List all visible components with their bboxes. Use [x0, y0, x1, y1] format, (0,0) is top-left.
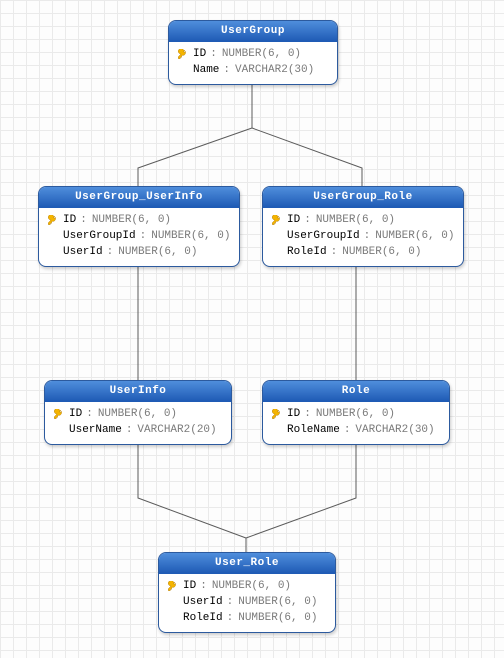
field-name: UserId	[183, 595, 223, 609]
field-name: ID	[183, 579, 196, 593]
field-type: NUMBER(6, 0)	[238, 595, 317, 609]
field-type: NUMBER(6, 0)	[151, 229, 230, 243]
field-row[interactable]: ID: NUMBER(6, 0)	[45, 212, 233, 228]
entity-body: ID: NUMBER(6, 0)Name: VARCHAR2(30)	[169, 42, 337, 84]
field-name: UserGroupId	[63, 229, 136, 243]
entity-body: ID: NUMBER(6, 0) RoleName: VARCHAR2(30)	[263, 402, 449, 444]
field-colon: :	[210, 47, 217, 61]
field-colon: :	[107, 245, 114, 259]
field-row[interactable]: RoleId: NUMBER(6, 0)	[269, 244, 457, 260]
field-type: VARCHAR2(20)	[137, 423, 216, 437]
entity-header[interactable]: User_Role	[159, 553, 335, 574]
field-type: NUMBER(6, 0)	[212, 579, 291, 593]
entity-UserGroup_UserInfo[interactable]: UserGroup_UserInfoID:NUMBER(6, 0)UserGro…	[38, 186, 240, 267]
entity-Role[interactable]: Role ID: NUMBER(6, 0) RoleName: VARCHAR2(30)	[262, 380, 450, 445]
field-colon: :	[86, 407, 93, 421]
field-row[interactable]: ID: NUMBER(6, 0)	[175, 46, 331, 62]
field-name: ID	[193, 47, 206, 61]
field-name: UserName	[69, 423, 122, 437]
field-row[interactable]: UserGroupId: NUMBER(6, 0)	[45, 228, 233, 244]
field-row[interactable]: UserId: NUMBER(6, 0)	[45, 244, 233, 260]
entity-header[interactable]: UserGroup_UserInfo	[39, 187, 239, 208]
field-type: NUMBER(6, 0)	[316, 407, 395, 421]
field-name: RoleName	[287, 423, 340, 437]
field-name: ID	[69, 407, 82, 421]
field-colon: :	[227, 595, 234, 609]
field-row[interactable]: RoleId: NUMBER(6, 0)	[165, 610, 329, 626]
edge-UserInfo-User_Role	[138, 438, 246, 552]
field-row[interactable]: ID: NUMBER(6, 0)	[165, 578, 329, 594]
edge-UserGroup-UserGroup_Role	[252, 78, 362, 186]
field-colon: :	[80, 213, 87, 227]
field-colon: :	[140, 229, 147, 243]
field-row[interactable]: UserGroupId: NUMBER(6, 0)	[269, 228, 457, 244]
field-name: ID	[287, 213, 300, 227]
field-row[interactable]: ID: NUMBER(6, 0)	[51, 406, 225, 422]
field-colon: :	[304, 407, 311, 421]
field-name: Name	[193, 63, 219, 77]
field-name: UserId	[63, 245, 103, 259]
entity-body: ID:NUMBER(6, 0)UserGroupId:NUMBER(6, 0)U…	[39, 208, 239, 266]
field-row[interactable]: UserId: NUMBER(6, 0)	[165, 594, 329, 610]
entity-UserGroup[interactable]: UserGroup ID: NUMBER(6, 0)Name: VARCHAR2(30…	[168, 20, 338, 85]
field-name: ID	[287, 407, 300, 421]
field-type: NUMBER(6, 0)	[92, 213, 171, 227]
edge-UserGroup-UserGroup_UserInfo	[138, 78, 252, 186]
entity-UserInfo[interactable]: UserInfo ID: NUMBER(6, 0) UserName: VARCHAR2…	[44, 380, 232, 445]
field-type: NUMBER(6, 0)	[238, 611, 317, 625]
primary-key-icon	[175, 49, 189, 60]
entity-UserGroup_Role[interactable]: UserGroup_RoleID:NUMBER(6, 0)UserGroupId…	[262, 186, 464, 267]
field-colon: :	[227, 611, 234, 625]
field-colon: :	[304, 213, 311, 227]
entity-body: ID:NUMBER(6, 0)UserGroupId:NUMBER(6, 0)R…	[263, 208, 463, 266]
primary-key-icon	[269, 215, 283, 226]
entity-header[interactable]: UserGroup_Role	[263, 187, 463, 208]
field-type: VARCHAR2(30)	[355, 423, 434, 437]
field-row[interactable]: ID: NUMBER(6, 0)	[269, 212, 457, 228]
field-name: ID	[63, 213, 76, 227]
entity-body: ID:NUMBER(6, 0)UserId:NUMBER(6, 0)RoleId…	[159, 574, 335, 632]
edge-Role-User_Role	[246, 438, 356, 552]
field-colon: :	[331, 245, 338, 259]
entity-header[interactable]: UserGroup	[169, 21, 337, 42]
primary-key-icon	[165, 581, 179, 592]
field-type: NUMBER(6, 0)	[316, 213, 395, 227]
field-name: RoleId	[183, 611, 223, 625]
entity-header[interactable]: Role	[263, 381, 449, 402]
primary-key-icon	[51, 409, 65, 420]
field-type: NUMBER(6, 0)	[375, 229, 454, 243]
entity-header[interactable]: UserInfo	[45, 381, 231, 402]
field-type: NUMBER(6, 0)	[342, 245, 421, 259]
field-type: NUMBER(6, 0)	[222, 47, 301, 61]
field-row[interactable]: Name: VARCHAR2(30)	[175, 62, 331, 78]
field-type: NUMBER(6, 0)	[118, 245, 197, 259]
field-colon: :	[364, 229, 371, 243]
primary-key-icon	[45, 215, 59, 226]
entity-body: ID: NUMBER(6, 0) UserName: VARCHAR2(20)	[45, 402, 231, 444]
primary-key-icon	[269, 409, 283, 420]
field-colon: :	[344, 423, 351, 437]
field-colon: :	[223, 63, 230, 77]
entity-User_Role[interactable]: User_Role ID: NUMBER(6, 0) UserId: NUMBER(6,…	[158, 552, 336, 633]
field-colon: :	[126, 423, 133, 437]
field-type: VARCHAR2(30)	[235, 63, 314, 77]
field-row[interactable]: ID: NUMBER(6, 0)	[269, 406, 443, 422]
field-name: UserGroupId	[287, 229, 360, 243]
field-colon: :	[200, 579, 207, 593]
field-name: RoleId	[287, 245, 327, 259]
field-type: NUMBER(6, 0)	[98, 407, 177, 421]
field-row[interactable]: RoleName: VARCHAR2(30)	[269, 422, 443, 438]
field-row[interactable]: UserName: VARCHAR2(20)	[51, 422, 225, 438]
